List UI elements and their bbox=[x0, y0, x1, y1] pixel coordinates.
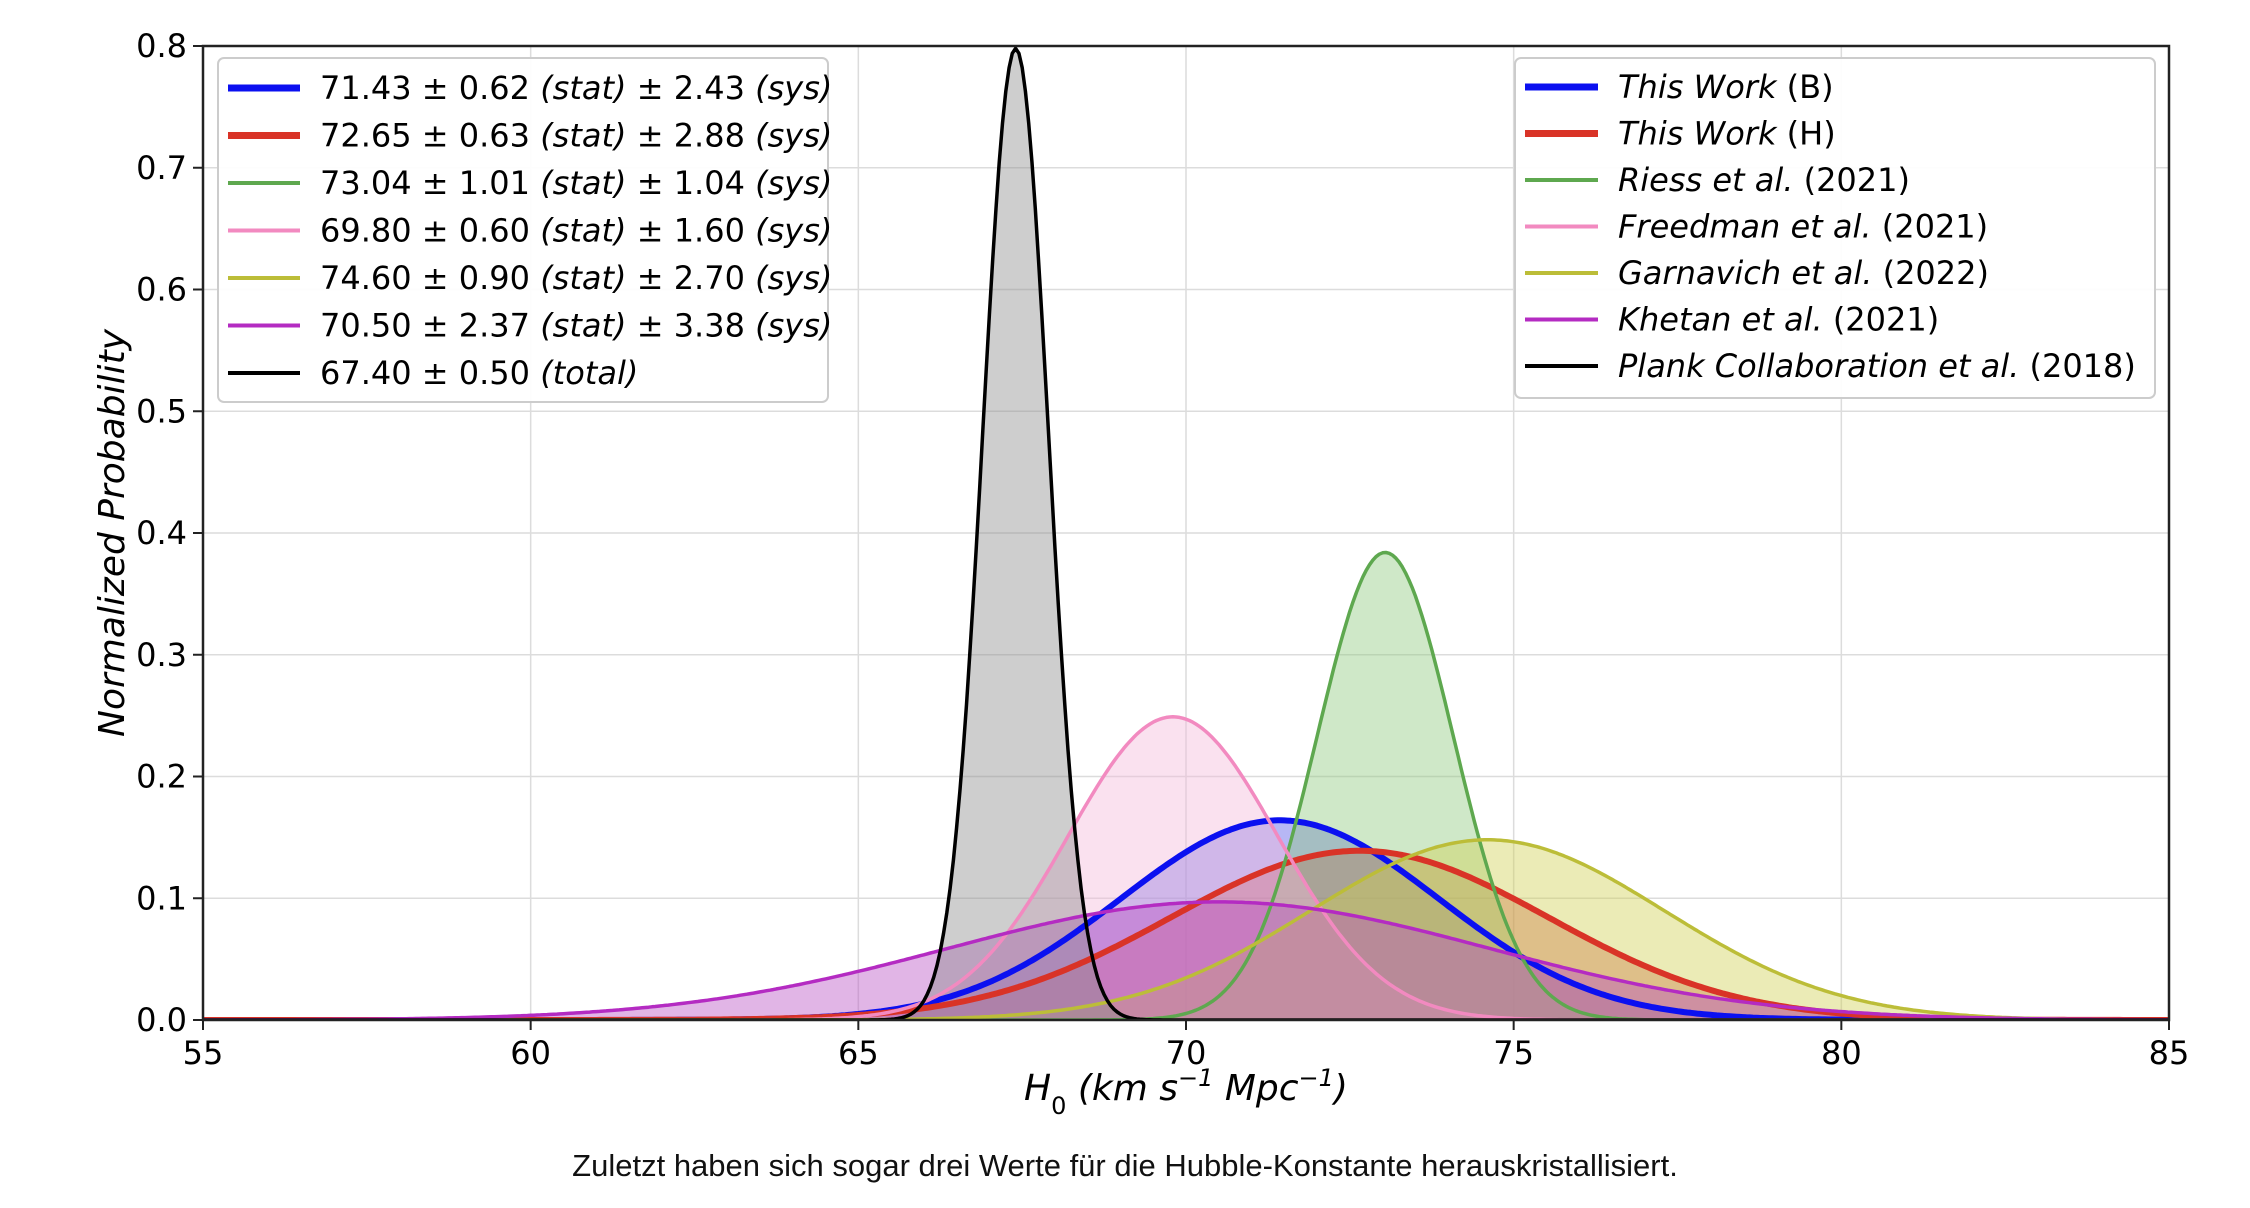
y-axis-title: Normalized Probability bbox=[92, 328, 133, 737]
y-tick-label: 0.6 bbox=[136, 271, 187, 309]
line-freedman-et-al-2021 bbox=[203, 715, 2169, 1020]
area-freedman-et-al-2021 bbox=[203, 716, 2169, 1020]
legend-source-label: This Work (B) bbox=[1618, 68, 1834, 106]
x-tick-label: 55 bbox=[183, 1034, 224, 1072]
x-tick-label: 60 bbox=[510, 1034, 551, 1072]
legend-value-label: 70.50 ± 2.37 (stat) ± 3.38 (sys) bbox=[320, 307, 832, 345]
line-riess-et-al-2021 bbox=[203, 550, 2169, 1020]
x-tick-label: 85 bbox=[2149, 1034, 2190, 1072]
legend-values: 71.43 ± 0.62 (stat) ± 2.43 (sys) 72.65 ± … bbox=[217, 57, 832, 403]
legend-value-label: 71.43 ± 0.62 (stat) ± 2.43 (sys) bbox=[320, 69, 832, 107]
distribution-fills bbox=[203, 48, 2169, 1020]
line-this-work-h bbox=[203, 847, 2169, 1020]
legend-source-label: Plank Collaboration et al. (2018) bbox=[1618, 347, 2136, 385]
y-tick-label: 0.2 bbox=[136, 758, 187, 796]
y-tick-label: 0.7 bbox=[136, 149, 187, 187]
x-tick-label: 65 bbox=[838, 1034, 879, 1072]
legend-value-label: 67.40 ± 0.50 (total) bbox=[320, 354, 638, 392]
line-khetan-et-al-2021 bbox=[203, 900, 2169, 1020]
figure-caption: Zuletzt haben sich sogar drei Werte für … bbox=[572, 1148, 1678, 1183]
x-tick-label: 75 bbox=[1493, 1034, 1534, 1072]
legend-value-label: 72.65 ± 0.63 (stat) ± 2.88 (sys) bbox=[320, 117, 832, 155]
y-tick-label: 0.4 bbox=[136, 514, 187, 552]
y-tick-label: 0.1 bbox=[136, 879, 187, 917]
hubble-constant-chart: 55 60 65 70 75 80 85 0.0 0.1 0.2 0.3 0.4 0.5 0.6 0.7 0.… bbox=[92, 27, 2189, 1120]
y-tick-label: 0.3 bbox=[136, 636, 187, 674]
y-tick-label: 0.8 bbox=[136, 27, 187, 65]
legend-source-label: Freedman et al. (2021) bbox=[1618, 208, 1988, 246]
x-tick-label: 80 bbox=[1821, 1034, 1862, 1072]
legend-value-label: 73.04 ± 1.01 (stat) ± 1.04 (sys) bbox=[320, 164, 832, 202]
area-garnavich-et-al-2022 bbox=[203, 839, 2169, 1020]
x-axis-title: H0 (km s−1 Mpc−1) bbox=[1024, 1064, 1348, 1120]
legend-source-label: Garnavich et al. (2022) bbox=[1618, 254, 1989, 292]
line-garnavich-et-al-2022 bbox=[203, 838, 2169, 1020]
y-tick-label: 0.5 bbox=[136, 392, 187, 430]
x-tick-label: 70 bbox=[1166, 1034, 1207, 1072]
legend-value-label: 69.80 ± 0.60 (stat) ± 1.60 (sys) bbox=[320, 212, 832, 250]
legend-source-label: Khetan et al. (2021) bbox=[1618, 301, 1939, 339]
legend-source-label: Riess et al. (2021) bbox=[1618, 161, 1910, 199]
y-tick-label: 0.0 bbox=[136, 1001, 187, 1039]
area-this-work-b bbox=[203, 820, 2169, 1020]
legend-sources: This Work (B) This Work (H) Riess et al. (… bbox=[1514, 57, 2156, 399]
area-khetan-et-al-2021 bbox=[203, 901, 2169, 1020]
legend-value-label: 74.60 ± 0.90 (stat) ± 2.70 (sys) bbox=[320, 259, 832, 297]
legend-source-label: This Work (H) bbox=[1618, 115, 1836, 153]
axis-ticks: 55 60 65 70 75 80 85 0.0 0.1 0.2 0.3 0.4 0.5 0.6 0.7 0.… bbox=[136, 27, 2189, 1072]
area-this-work-h bbox=[203, 850, 2169, 1020]
